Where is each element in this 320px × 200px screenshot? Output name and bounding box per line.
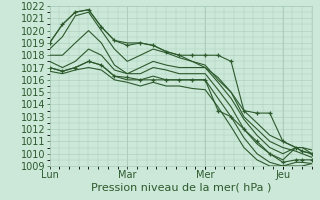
- X-axis label: Pression niveau de la mer( hPa ): Pression niveau de la mer( hPa ): [91, 183, 271, 193]
